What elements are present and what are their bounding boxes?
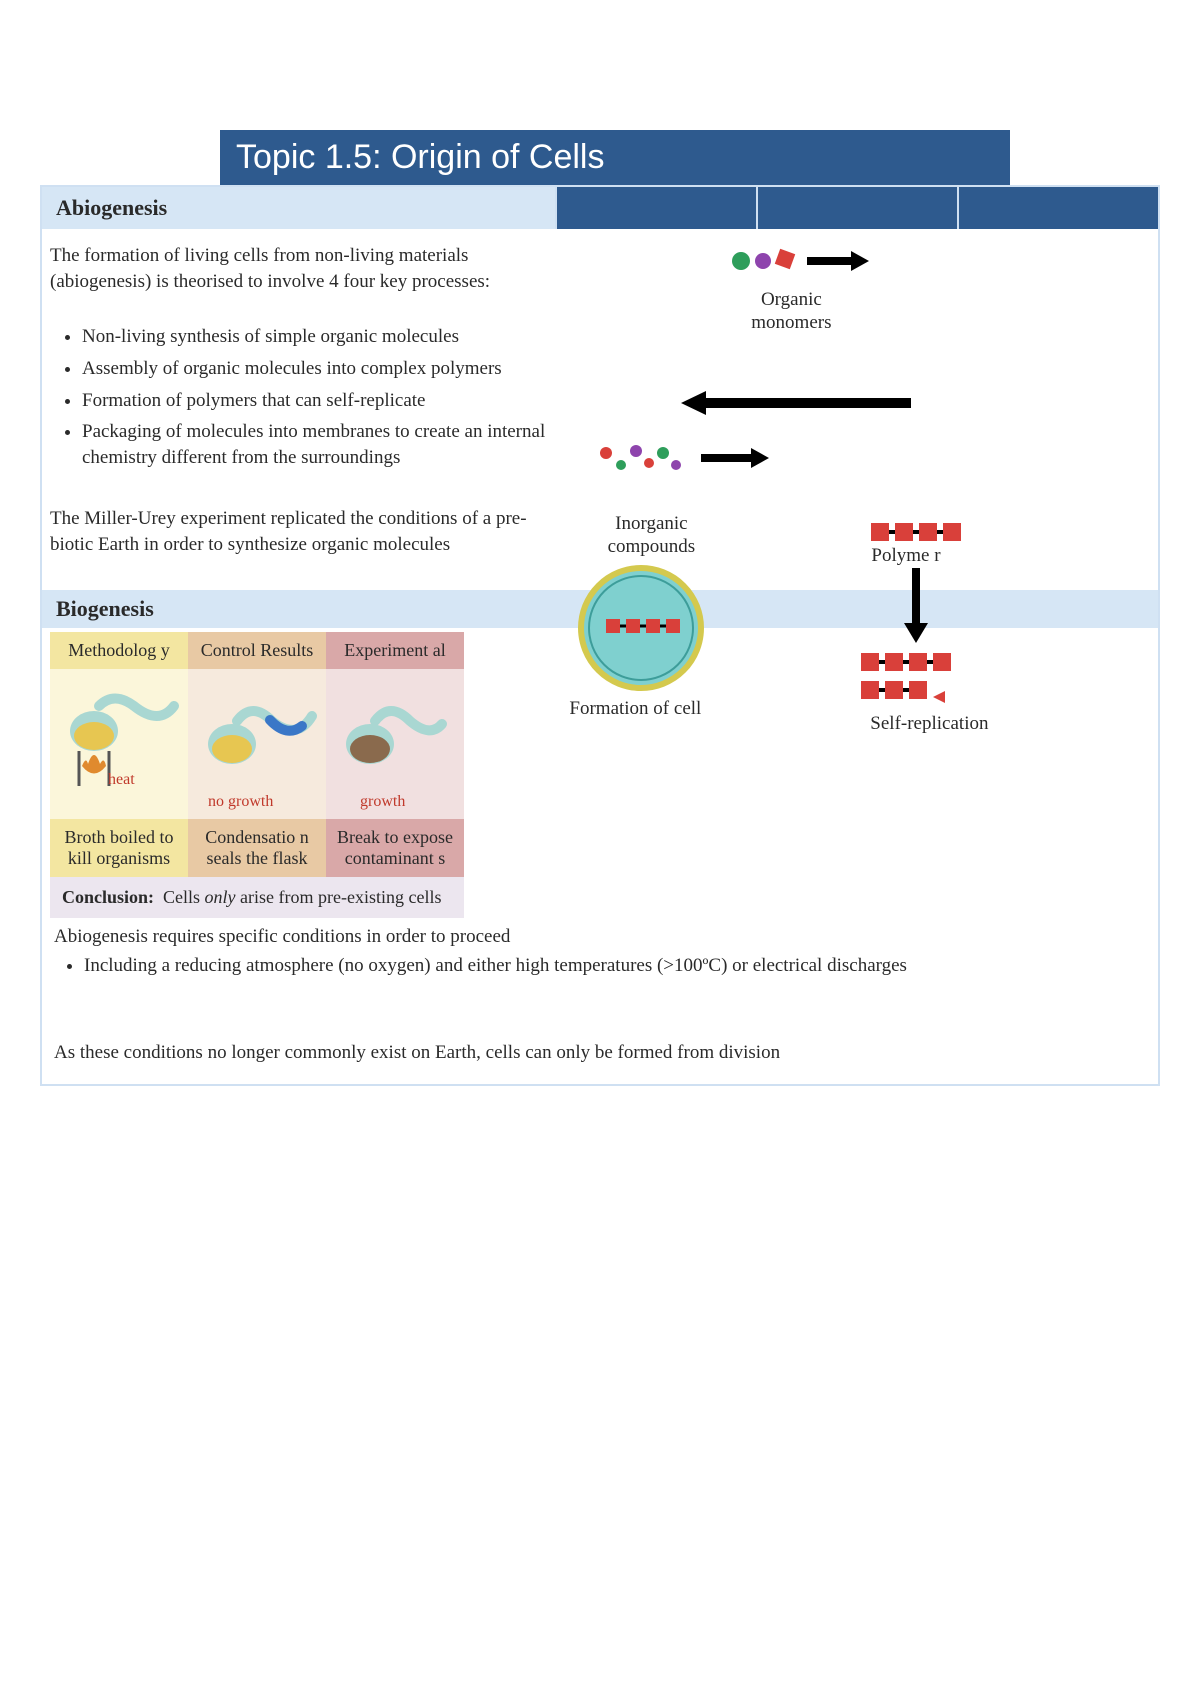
experimental-footer: Break to expose contaminant s xyxy=(326,819,464,877)
label-inorganic-compounds: Inorganic compounds xyxy=(581,513,721,559)
label-formation-of-cell: Formation of cell xyxy=(569,698,719,721)
header-spacer-2 xyxy=(756,187,957,229)
experimental-flask-cell: growth xyxy=(326,669,464,819)
list-item: Including a reducing atmosphere (no oxyg… xyxy=(84,953,1146,979)
no-growth-label: no growth xyxy=(208,793,273,811)
label-self-replication: Self-replication xyxy=(849,713,1009,736)
table-row: Methodolog y Control Results Experiment … xyxy=(50,632,464,669)
heat-label: heat xyxy=(108,771,135,789)
miller-urey-note: The Miller-Urey experiment replicated th… xyxy=(50,506,551,557)
growth-label: growth xyxy=(360,793,405,811)
conclusion-label: Conclusion: xyxy=(62,887,154,907)
main-content-box: Abiogenesis The formation of living cell… xyxy=(40,185,1160,1086)
methodology-header: Methodolog y xyxy=(50,632,188,669)
header-spacer-3 xyxy=(957,187,1158,229)
abiogenesis-header-row: Abiogenesis xyxy=(42,187,1158,229)
conclusion-text-suffix: arise from pre-existing cells xyxy=(236,887,442,907)
list-item: Formation of polymers that can self-repl… xyxy=(82,388,551,414)
label-polymer: Polyme r xyxy=(871,545,951,568)
pasteur-experiment-table: Methodolog y Control Results Experiment … xyxy=(50,632,464,918)
list-item: Non-living synthesis of simple organic m… xyxy=(82,324,551,350)
methodology-flask-cell: heat xyxy=(50,669,188,819)
control-flask-cell: no growth xyxy=(188,669,326,819)
abiogenesis-heading: Abiogenesis xyxy=(42,187,555,229)
abiogenesis-bullet-list: Non-living synthesis of simple organic m… xyxy=(50,324,551,470)
conclusion-row: Conclusion: Cells only arise from pre-ex… xyxy=(50,877,464,918)
list-item: Assembly of organic molecules into compl… xyxy=(82,356,551,382)
control-header: Control Results xyxy=(188,632,326,669)
flask-experimental-icon xyxy=(330,686,460,796)
page: Topic 1.5: Origin of Cells Abiogenesis T… xyxy=(0,0,1200,1126)
conclusion-text-em: only xyxy=(205,887,236,907)
abiogenesis-diagram: Organic monomers Inorganic compounds Pol… xyxy=(551,243,1140,576)
flask-control-icon xyxy=(192,686,322,796)
methodology-footer: Broth boiled to kill organisms xyxy=(50,819,188,877)
table-row: heat no growth xyxy=(50,669,464,819)
abiogenesis-body: The formation of living cells from non-l… xyxy=(42,229,1158,590)
experimental-header: Experiment al xyxy=(326,632,464,669)
label-organic-monomers: Organic monomers xyxy=(721,289,861,335)
notes-bullet-list: Including a reducing atmosphere (no oxyg… xyxy=(54,953,1146,979)
header-spacer-1 xyxy=(555,187,756,229)
abiogenesis-intro: The formation of living cells from non-l… xyxy=(50,243,551,294)
biogenesis-notes: Abiogenesis requires specific conditions… xyxy=(50,918,1150,1072)
table-row: Broth boiled to kill organisms Condensat… xyxy=(50,819,464,877)
control-footer: Condensatio n seals the flask xyxy=(188,819,326,877)
page-title-banner: Topic 1.5: Origin of Cells xyxy=(220,130,1010,185)
notes-line-2: As these conditions no longer commonly e… xyxy=(54,1042,780,1063)
list-item: Packaging of molecules into membranes to… xyxy=(82,419,551,470)
page-title: Topic 1.5: Origin of Cells xyxy=(236,138,605,176)
notes-line-1: Abiogenesis requires specific conditions… xyxy=(54,926,510,947)
abiogenesis-text-column: The formation of living cells from non-l… xyxy=(50,243,551,576)
conclusion-text-prefix: Cells xyxy=(163,887,205,907)
